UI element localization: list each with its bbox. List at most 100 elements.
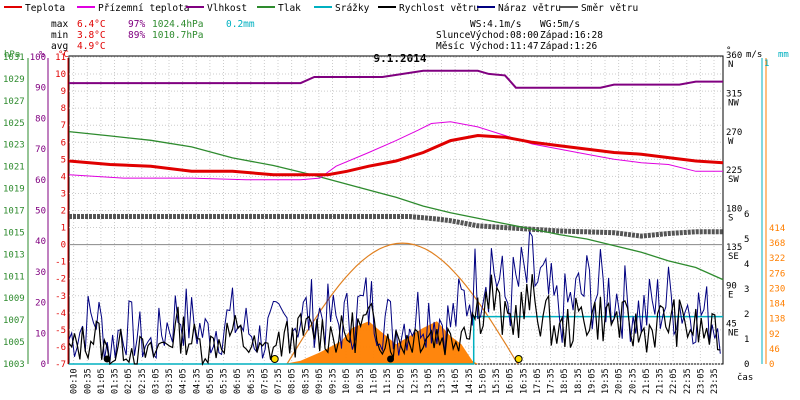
wind-axis-unit: m/s: [746, 50, 762, 60]
x-tick-label: 03:05: [151, 368, 161, 394]
moon-marker: [103, 355, 111, 363]
solar-tick-label: 184: [769, 300, 785, 310]
x-tick-label: 23:05: [696, 368, 706, 394]
celsius-tick-label: -4: [55, 309, 66, 319]
x-tick-label: 11:35: [383, 368, 393, 394]
stats-block: max 6.4°C 97% 1024.4hPa 0.2mm min 3.8°C …: [51, 19, 255, 52]
x-tick-label: 16:35: [519, 368, 529, 394]
hpa-tick-label: 1005: [3, 338, 25, 348]
hpa-tick-label: 1019: [3, 185, 25, 195]
percent-tick-label: 40: [35, 237, 46, 247]
x-tick-label: 15:05: [478, 368, 488, 394]
hpa-tick-label: 1015: [3, 228, 25, 238]
sun-label: Slunce: [436, 30, 471, 41]
sun-marker: [514, 355, 523, 363]
x-tick-label: 02:35: [138, 368, 148, 394]
celsius-tick-label: 9: [61, 87, 66, 97]
x-tick-label: 12:35: [410, 368, 420, 394]
x-tick-label: 12:05: [397, 368, 407, 394]
stats-min-pressure: 1010.7hPa: [152, 30, 203, 41]
x-tick-label: 09:05: [315, 368, 325, 394]
celsius-tick-label: 8: [61, 104, 66, 114]
stats-min-label: min: [51, 30, 68, 41]
celsius-tick-label: 1: [61, 224, 66, 234]
x-tick-label: 14:05: [451, 368, 461, 394]
wind-speed-tick-label: 2: [744, 310, 749, 320]
temperature-line: [68, 133, 724, 177]
percent-tick-label: 0: [41, 360, 46, 370]
astro-block: WS:4.1m/s WG:5m/s Slunce Východ:08:00 Zá…: [436, 19, 603, 52]
direction-tick-value: 360: [726, 51, 742, 61]
hpa-tick-label: 1017: [3, 207, 25, 217]
x-tick-label: 08:05: [288, 368, 298, 394]
stats-max-label: max: [51, 19, 68, 30]
solar-area: [284, 321, 478, 364]
x-tick-label: 07:05: [260, 368, 270, 394]
direction-tick-value: 135: [726, 243, 742, 253]
x-tick-label: 21:35: [656, 368, 666, 394]
solar-tick-label: 368: [769, 239, 785, 249]
series: [68, 69, 724, 367]
celsius-tick-label: -1: [55, 258, 66, 268]
x-tick-label: 16:05: [506, 368, 516, 394]
stats-min-humidity: 89%: [128, 30, 145, 41]
solar-tick-label: 230: [769, 284, 785, 294]
stats-avg-temp: 4.9°C: [77, 41, 106, 52]
solar-tick-label: 322: [769, 254, 785, 264]
direction-tick-label: S: [728, 214, 733, 224]
rain-line: [69, 315, 723, 365]
solar-tick-label: 276: [769, 269, 785, 279]
legend-item-pressure: Tlak: [257, 3, 301, 14]
stats-max-humidity: 97%: [128, 19, 145, 30]
hpa-tick-label: 1031: [3, 53, 25, 63]
x-tick-label: 11:05: [369, 368, 379, 394]
x-tick-label: 19:35: [601, 368, 611, 394]
x-tick-label: 19:05: [587, 368, 597, 394]
legend-label-rain: Srážky: [335, 3, 370, 14]
x-tick-label: 17:05: [533, 368, 543, 394]
percent-axis-unit: %: [39, 50, 45, 60]
x-tick-label: 06:35: [247, 368, 257, 394]
x-tick-label: 10:35: [356, 368, 366, 394]
x-tick-label: 10:05: [342, 368, 352, 394]
x-tick-label: 00:35: [83, 368, 93, 394]
wind-speed-tick-label: 3: [744, 285, 749, 295]
direction-axis-unit: °: [726, 46, 731, 56]
stats-max-pressure: 1024.4hPa: [152, 19, 203, 30]
humidity-line: [69, 69, 723, 89]
wind-speed-tick-label: 6: [744, 210, 749, 220]
celsius-tick-label: 2: [61, 207, 66, 217]
stats-max-rain: 0.2mm: [226, 19, 255, 30]
wind-gust-current: WG:5m/s: [540, 19, 580, 30]
direction-tick-label: NE: [728, 329, 739, 339]
legend-item-wind-gust: Náraz větru: [477, 3, 561, 14]
wind-speed-current: WS:4.1m/s: [470, 19, 521, 30]
direction-tick-label: NW: [728, 98, 739, 108]
x-tick-label: 17:35: [547, 368, 557, 394]
x-tick-label: 06:05: [233, 368, 243, 394]
x-tick-label: 13:35: [438, 368, 448, 394]
solar-tick-label: 46: [769, 345, 780, 355]
solar-tick-label: 0: [769, 360, 774, 370]
x-tick-label: 22:05: [669, 368, 679, 394]
x-tick-label: 00:10: [70, 368, 80, 394]
moonset-time: Západ:1:26: [540, 41, 597, 52]
legend-label-wind-speed: Rychlost větru: [399, 3, 479, 14]
hpa-tick-label: 1023: [3, 141, 25, 151]
x-tick-label: 20:35: [628, 368, 638, 394]
sunrise-time: Východ:08:00: [470, 30, 539, 41]
hpa-tick-label: 1003: [3, 360, 25, 370]
legend-item-wind-direction: Směr větru: [560, 3, 638, 14]
x-tick-label: 20:05: [615, 368, 625, 394]
celsius-tick-label: 7: [61, 121, 66, 131]
legend-label-temperature: Teplota: [25, 3, 65, 14]
percent-tick-label: 20: [35, 299, 46, 309]
x-tick-label: 09:35: [329, 368, 339, 394]
hpa-tick-label: 1029: [3, 75, 25, 85]
wind-speed-tick-label: 0: [744, 360, 749, 370]
rain-axis-unit: mm: [778, 50, 789, 60]
x-tick-label: 03:35: [165, 368, 175, 394]
direction-tick-value: 45: [726, 320, 737, 330]
